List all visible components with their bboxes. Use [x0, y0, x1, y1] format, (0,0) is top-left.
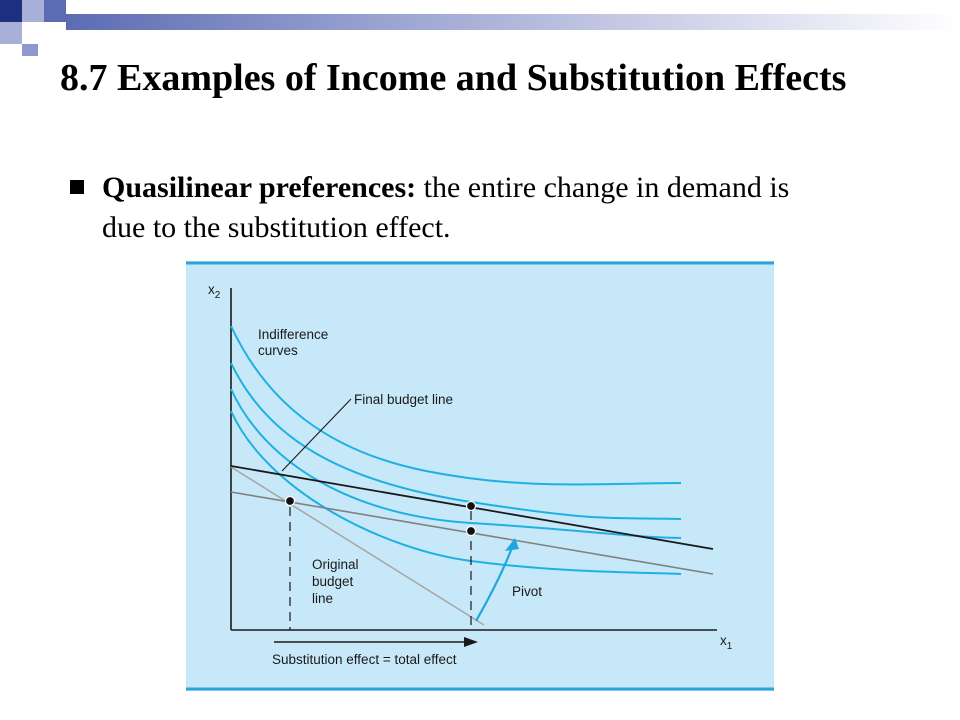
substitution-effect-label: Substitution effect = total effect — [272, 652, 457, 667]
slide-decoration — [0, 0, 960, 56]
indifference-curves-label: curves — [258, 343, 298, 358]
bullet-bold-term: Quasilinear preferences: — [102, 171, 417, 204]
income-substitution-diagram: x2 x1 Indifference curves Final budget l… — [186, 261, 774, 691]
decoration-square — [22, 44, 38, 56]
original-budget-line — [230, 466, 485, 626]
pivot-label: Pivot — [512, 584, 542, 599]
original-choice-point — [284, 495, 296, 507]
diagram-panel — [186, 261, 774, 691]
decoration-band — [66, 14, 960, 30]
decoration-square — [0, 22, 22, 44]
pivot-choice-point — [465, 525, 477, 537]
pivot-arrow — [475, 544, 515, 622]
bullet-description: the entire change in demand is due to th… — [102, 171, 790, 244]
bullet-square-icon — [70, 180, 84, 194]
decoration-square — [22, 0, 44, 22]
x-axis-label: x1 — [720, 633, 733, 652]
original-budget-line-label: line — [312, 591, 333, 606]
decoration-square — [0, 0, 22, 22]
final-budget-line-label: Final budget line — [354, 392, 453, 407]
substitution-effect-arrow-head — [464, 637, 478, 647]
y-axis-label: x2 — [208, 282, 221, 301]
final-budget-leader-line — [281, 398, 352, 472]
indifference-curve — [230, 325, 682, 486]
pivot-arrow-head — [505, 538, 519, 551]
indifference-curve — [230, 388, 682, 539]
page-title: 8.7 Examples of Income and Substitution … — [60, 57, 847, 99]
indifference-curves-label: Indifference — [258, 327, 328, 342]
original-budget-line-label: budget — [312, 574, 354, 589]
bullet-text: Quasilinear preferences: the entire chan… — [102, 168, 822, 248]
original-budget-line-label: Original — [312, 557, 359, 572]
decoration-square — [22, 22, 44, 44]
indifference-curve — [230, 362, 682, 520]
decoration-square — [44, 0, 66, 22]
final-choice-point — [465, 500, 477, 512]
